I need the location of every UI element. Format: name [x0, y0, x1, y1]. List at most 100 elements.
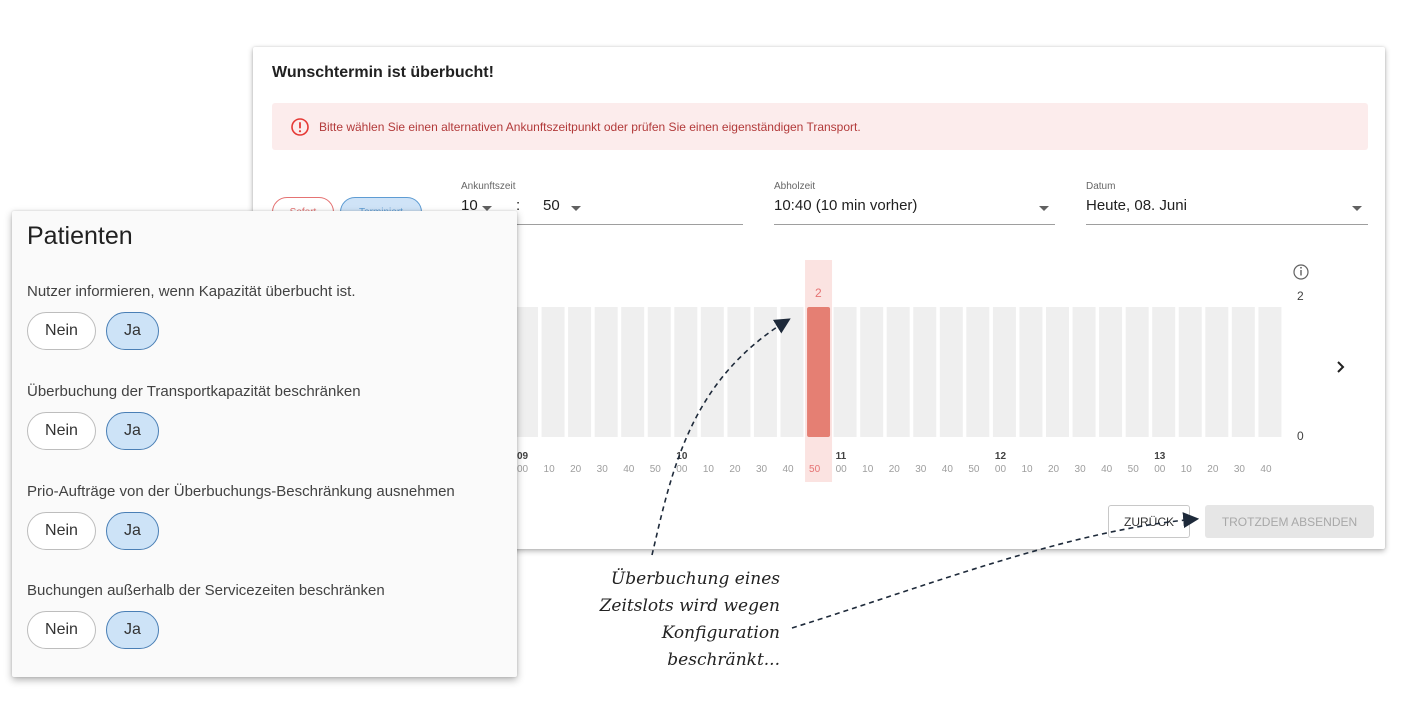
ja-button[interactable]: Ja [106, 512, 159, 550]
setting-limit-outside-service-hours: Buchungen außerhalb der Servicezeiten be… [27, 582, 507, 649]
toggle-group: Nein Ja [27, 512, 159, 550]
hour-tick-label: 09 [517, 451, 529, 462]
nein-button[interactable]: Nein [27, 312, 96, 350]
arrival-time-field: Ankunftszeit 10 : 50 [461, 181, 743, 225]
highlight-value-label: 2 [815, 286, 822, 300]
minute-tick-label: 50 [968, 464, 980, 475]
annotation-line: Konfiguration [661, 623, 780, 643]
time-slot-bar[interactable] [833, 307, 857, 437]
minute-tick-label: 00 [1154, 464, 1166, 475]
time-slot-bar[interactable] [753, 307, 777, 437]
minute-tick-label: 30 [1075, 464, 1087, 475]
time-slot-bar[interactable] [780, 307, 804, 437]
time-slot-bar[interactable] [621, 307, 645, 437]
time-slot-bar[interactable] [515, 307, 538, 437]
minute-tick-label: 20 [570, 464, 582, 475]
ja-button[interactable]: Ja [106, 611, 159, 649]
time-slot-bar[interactable] [1046, 307, 1069, 437]
minute-tick-label: 10 [703, 464, 715, 475]
ja-button[interactable]: Ja [106, 412, 159, 450]
arrival-underline [461, 224, 743, 225]
minute-tick-label: 40 [783, 464, 795, 475]
annotation-line: beschränkt... [667, 650, 780, 670]
setting-label: Buchungen außerhalb der Servicezeiten be… [27, 582, 385, 599]
minute-tick-label: 20 [889, 464, 901, 475]
y-tick-max: 2 [1297, 289, 1304, 303]
time-slot-bar[interactable] [913, 307, 937, 437]
setting-label: Nutzer informieren, wenn Kapazität überb… [27, 283, 356, 300]
back-button[interactable]: ZURÜCK [1108, 505, 1190, 538]
minute-tick-label: 10 [1021, 464, 1033, 475]
date-value: Heute, 08. Juni [1086, 197, 1187, 214]
settings-title: Patienten [27, 222, 133, 250]
time-slot-bar[interactable] [860, 307, 884, 437]
arrival-minute-select[interactable]: 50 [543, 197, 560, 214]
minute-tick-label: 30 [597, 464, 609, 475]
time-slot-bar[interactable] [568, 307, 592, 437]
annotation-line: Überbuchung eines [610, 569, 780, 589]
pickup-time-select[interactable]: Abholzeit 10:40 (10 min vorher) [774, 181, 1055, 225]
time-slot-bar[interactable] [1258, 307, 1282, 437]
setting-label: Überbuchung der Transportkapazität besch… [27, 383, 361, 400]
arrival-minute-caret-icon[interactable] [571, 206, 581, 211]
alert-message: Bitte wählen Sie einen alternativen Anku… [319, 119, 861, 134]
annotation-text: Überbuchung eines Zeitslots wird wegen K… [560, 566, 780, 674]
date-label: Datum [1086, 181, 1116, 192]
nein-button[interactable]: Nein [27, 412, 96, 450]
time-slot-bar[interactable] [700, 307, 724, 437]
minute-tick-label: 10 [862, 464, 874, 475]
arrival-hour-caret-icon[interactable] [482, 206, 492, 211]
time-slot-bar[interactable] [1231, 307, 1255, 437]
minute-tick-label: 40 [1101, 464, 1113, 475]
hour-tick-label: 13 [1154, 451, 1166, 462]
next-page-button[interactable] [1329, 352, 1353, 382]
hour-tick-label: 10 [676, 451, 688, 462]
time-slot-bar[interactable] [966, 307, 990, 437]
time-slot-bar[interactable] [1205, 307, 1229, 437]
minute-tick-label: 40 [623, 464, 635, 475]
time-slot-bar[interactable] [541, 307, 565, 437]
time-slot-bar[interactable] [594, 307, 618, 437]
date-select[interactable]: Datum Heute, 08. Juni [1086, 181, 1368, 225]
time-slot-bar[interactable] [727, 307, 751, 437]
dialog-title: Wunschtermin ist überbucht! [272, 64, 494, 81]
time-slot-bar[interactable] [886, 307, 910, 437]
time-slot-bar[interactable] [939, 307, 963, 437]
time-slot-bar[interactable] [647, 307, 671, 437]
minute-tick-label: 00 [995, 464, 1007, 475]
time-slot-bar[interactable] [1019, 307, 1043, 437]
nein-button[interactable]: Nein [27, 512, 96, 550]
time-slot-bar[interactable] [674, 307, 698, 437]
minute-tick-label: 20 [1048, 464, 1060, 475]
hour-tick-label: 11 [836, 451, 847, 462]
minute-tick-label: 50 [1128, 464, 1140, 475]
time-slot-bar[interactable] [1178, 307, 1202, 437]
date-underline [1086, 224, 1368, 225]
pickup-time-label: Abholzeit [774, 181, 816, 192]
minute-tick-label: 40 [942, 464, 954, 475]
minute-tick-label: 30 [756, 464, 768, 475]
time-slot-bar[interactable] [1152, 307, 1176, 437]
time-slot-bar[interactable] [992, 307, 1016, 437]
time-slot-bar[interactable] [1125, 307, 1149, 437]
ja-button[interactable]: Ja [106, 312, 159, 350]
annotation-line: Zeitslots wird wegen [599, 596, 780, 616]
time-slot-bar[interactable] [1099, 307, 1123, 437]
setting-notify-overbooked: Nutzer informieren, wenn Kapazität überb… [27, 283, 507, 350]
submit-anyway-button[interactable]: TROTZDEM ABSENDEN [1205, 505, 1374, 538]
minute-tick-label: 00 [676, 464, 688, 475]
patient-settings-panel: Patienten Nutzer informieren, wenn Kapaz… [12, 211, 517, 677]
arrival-hour-select[interactable]: 10 [461, 197, 478, 214]
nein-button[interactable]: Nein [27, 611, 96, 649]
error-alert: Bitte wählen Sie einen alternativen Anku… [272, 103, 1368, 150]
minute-tick-label: 40 [1260, 464, 1272, 475]
booked-slot-bar[interactable] [807, 307, 831, 437]
hour-tick-label: 12 [995, 451, 1007, 462]
minute-tick-label: 10 [1181, 464, 1193, 475]
time-slot-bar[interactable] [1072, 307, 1096, 437]
toggle-group: Nein Ja [27, 312, 159, 350]
minute-tick-label: 50 [650, 464, 662, 475]
info-icon[interactable] [1293, 264, 1309, 280]
error-icon [291, 117, 309, 136]
setting-label: Prio-Aufträge von der Überbuchungs-Besch… [27, 483, 455, 500]
